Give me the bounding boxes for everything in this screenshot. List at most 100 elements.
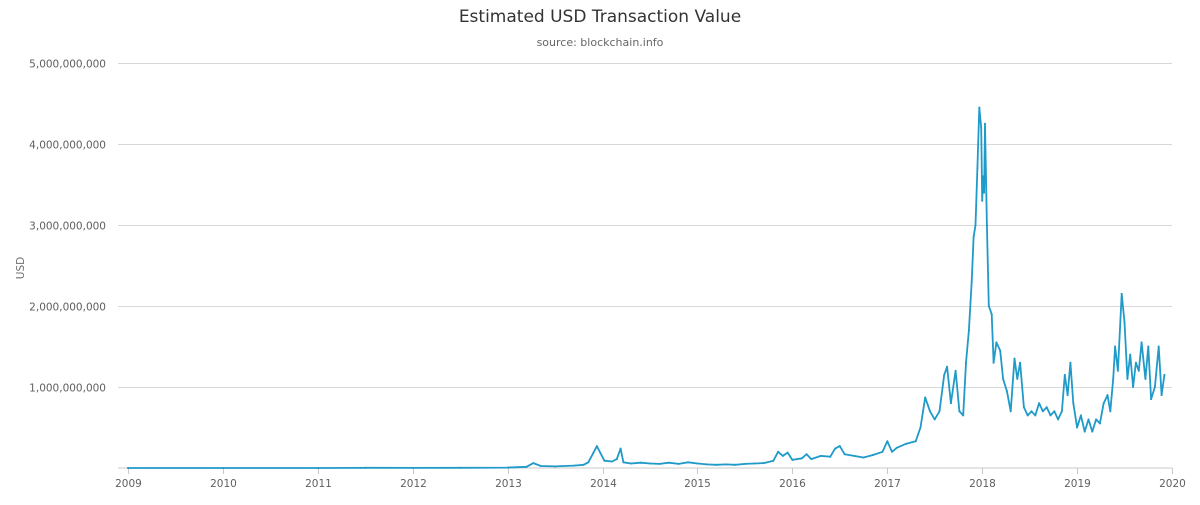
y-tick-label: 5,000,000,000 [29,59,106,71]
data-point [829,455,832,458]
data-point [1053,410,1056,413]
data-point [1157,345,1160,348]
series-layer [127,106,1166,469]
data-point [919,426,922,429]
data-point [1060,410,1063,413]
data-point [525,465,528,468]
data-point [1144,377,1147,380]
data-point [834,447,837,450]
data-point [999,349,1002,352]
data-point [838,445,841,448]
data-point [599,452,602,455]
data-point [777,450,780,453]
data-point [1102,402,1105,405]
data-point [622,461,625,464]
x-tick-label: 2012 [400,478,427,490]
data-point [1163,373,1166,376]
x-tick-label: 2009 [115,478,142,490]
data-point [924,396,927,399]
data-point [980,126,983,129]
data-point [734,463,737,466]
data-point [615,458,618,461]
data-point [611,460,613,463]
data-point [1026,414,1029,417]
data-point [1147,345,1150,348]
data-point [630,462,632,465]
data-point [127,467,129,469]
data-point [965,361,967,364]
data-point [872,454,874,456]
chart-subtitle: source: blockchain.info [537,36,664,49]
data-point [1079,414,1082,417]
data-point [554,465,557,468]
x-tick-label: 2013 [495,478,522,490]
data-point [987,305,990,307]
data-point [853,454,856,457]
data-point [958,410,961,413]
data-point [658,462,661,465]
data-point [1132,386,1135,388]
data-point [1002,377,1005,380]
data-point [1016,377,1019,380]
y-tick-label: 3,000,000,000 [29,221,106,233]
data-point [753,462,756,465]
data-point [933,418,936,421]
data-point [696,462,699,465]
data-point [1072,402,1075,405]
data-point [1083,430,1086,433]
data-point [1091,430,1094,433]
data-point [772,459,775,462]
data-point [1041,410,1044,413]
data-point [946,365,949,368]
data-point [981,199,984,202]
data-point [943,373,946,376]
data-point [1069,361,1072,364]
data-point [984,122,986,125]
data-point [1160,394,1163,397]
y-tick-label: 1,000,000,000 [29,383,106,395]
data-point [805,453,808,456]
gridlines [118,63,1172,388]
data-point [705,463,708,466]
data-point [786,451,789,454]
data-point [974,224,977,226]
data-point [316,467,319,469]
data-point [1109,410,1112,413]
x-axis-ticks: 2009 2010 2011 2012 2013 2014 2015 2016 2017 2018… [115,468,1186,490]
data-point [582,463,585,466]
y-tick-label: 2,000,000,000 [29,302,106,314]
data-point [1049,414,1052,417]
data-point [1057,418,1060,421]
data-point [1005,390,1008,393]
data-point [1126,377,1129,380]
data-point [843,453,846,456]
data-point [1112,377,1115,380]
chart-title: Estimated USD Transaction Value [459,7,741,27]
data-point [995,341,998,344]
data-point [1087,418,1090,421]
data-point [724,463,727,466]
x-tick-label: 2015 [684,478,711,490]
data-point [1153,386,1156,388]
data-point [962,414,965,417]
data-point [985,224,988,226]
x-tick-label: 2011 [305,478,332,490]
data-point [532,462,535,465]
data-point [1019,361,1022,364]
data-point [1095,418,1098,421]
x-tick-label: 2014 [590,478,617,490]
data-point [677,462,680,465]
data-point [1114,345,1117,348]
data-point [573,464,576,467]
data-point [990,313,993,316]
data-point [221,467,224,469]
data-point [715,463,718,466]
data-point [781,454,784,457]
data-point [1009,410,1012,413]
data-point [949,402,952,405]
data-point [1123,321,1126,324]
data-point [1066,394,1069,397]
data-point [1038,402,1041,405]
data-point [1150,398,1153,401]
data-point [1013,357,1016,360]
